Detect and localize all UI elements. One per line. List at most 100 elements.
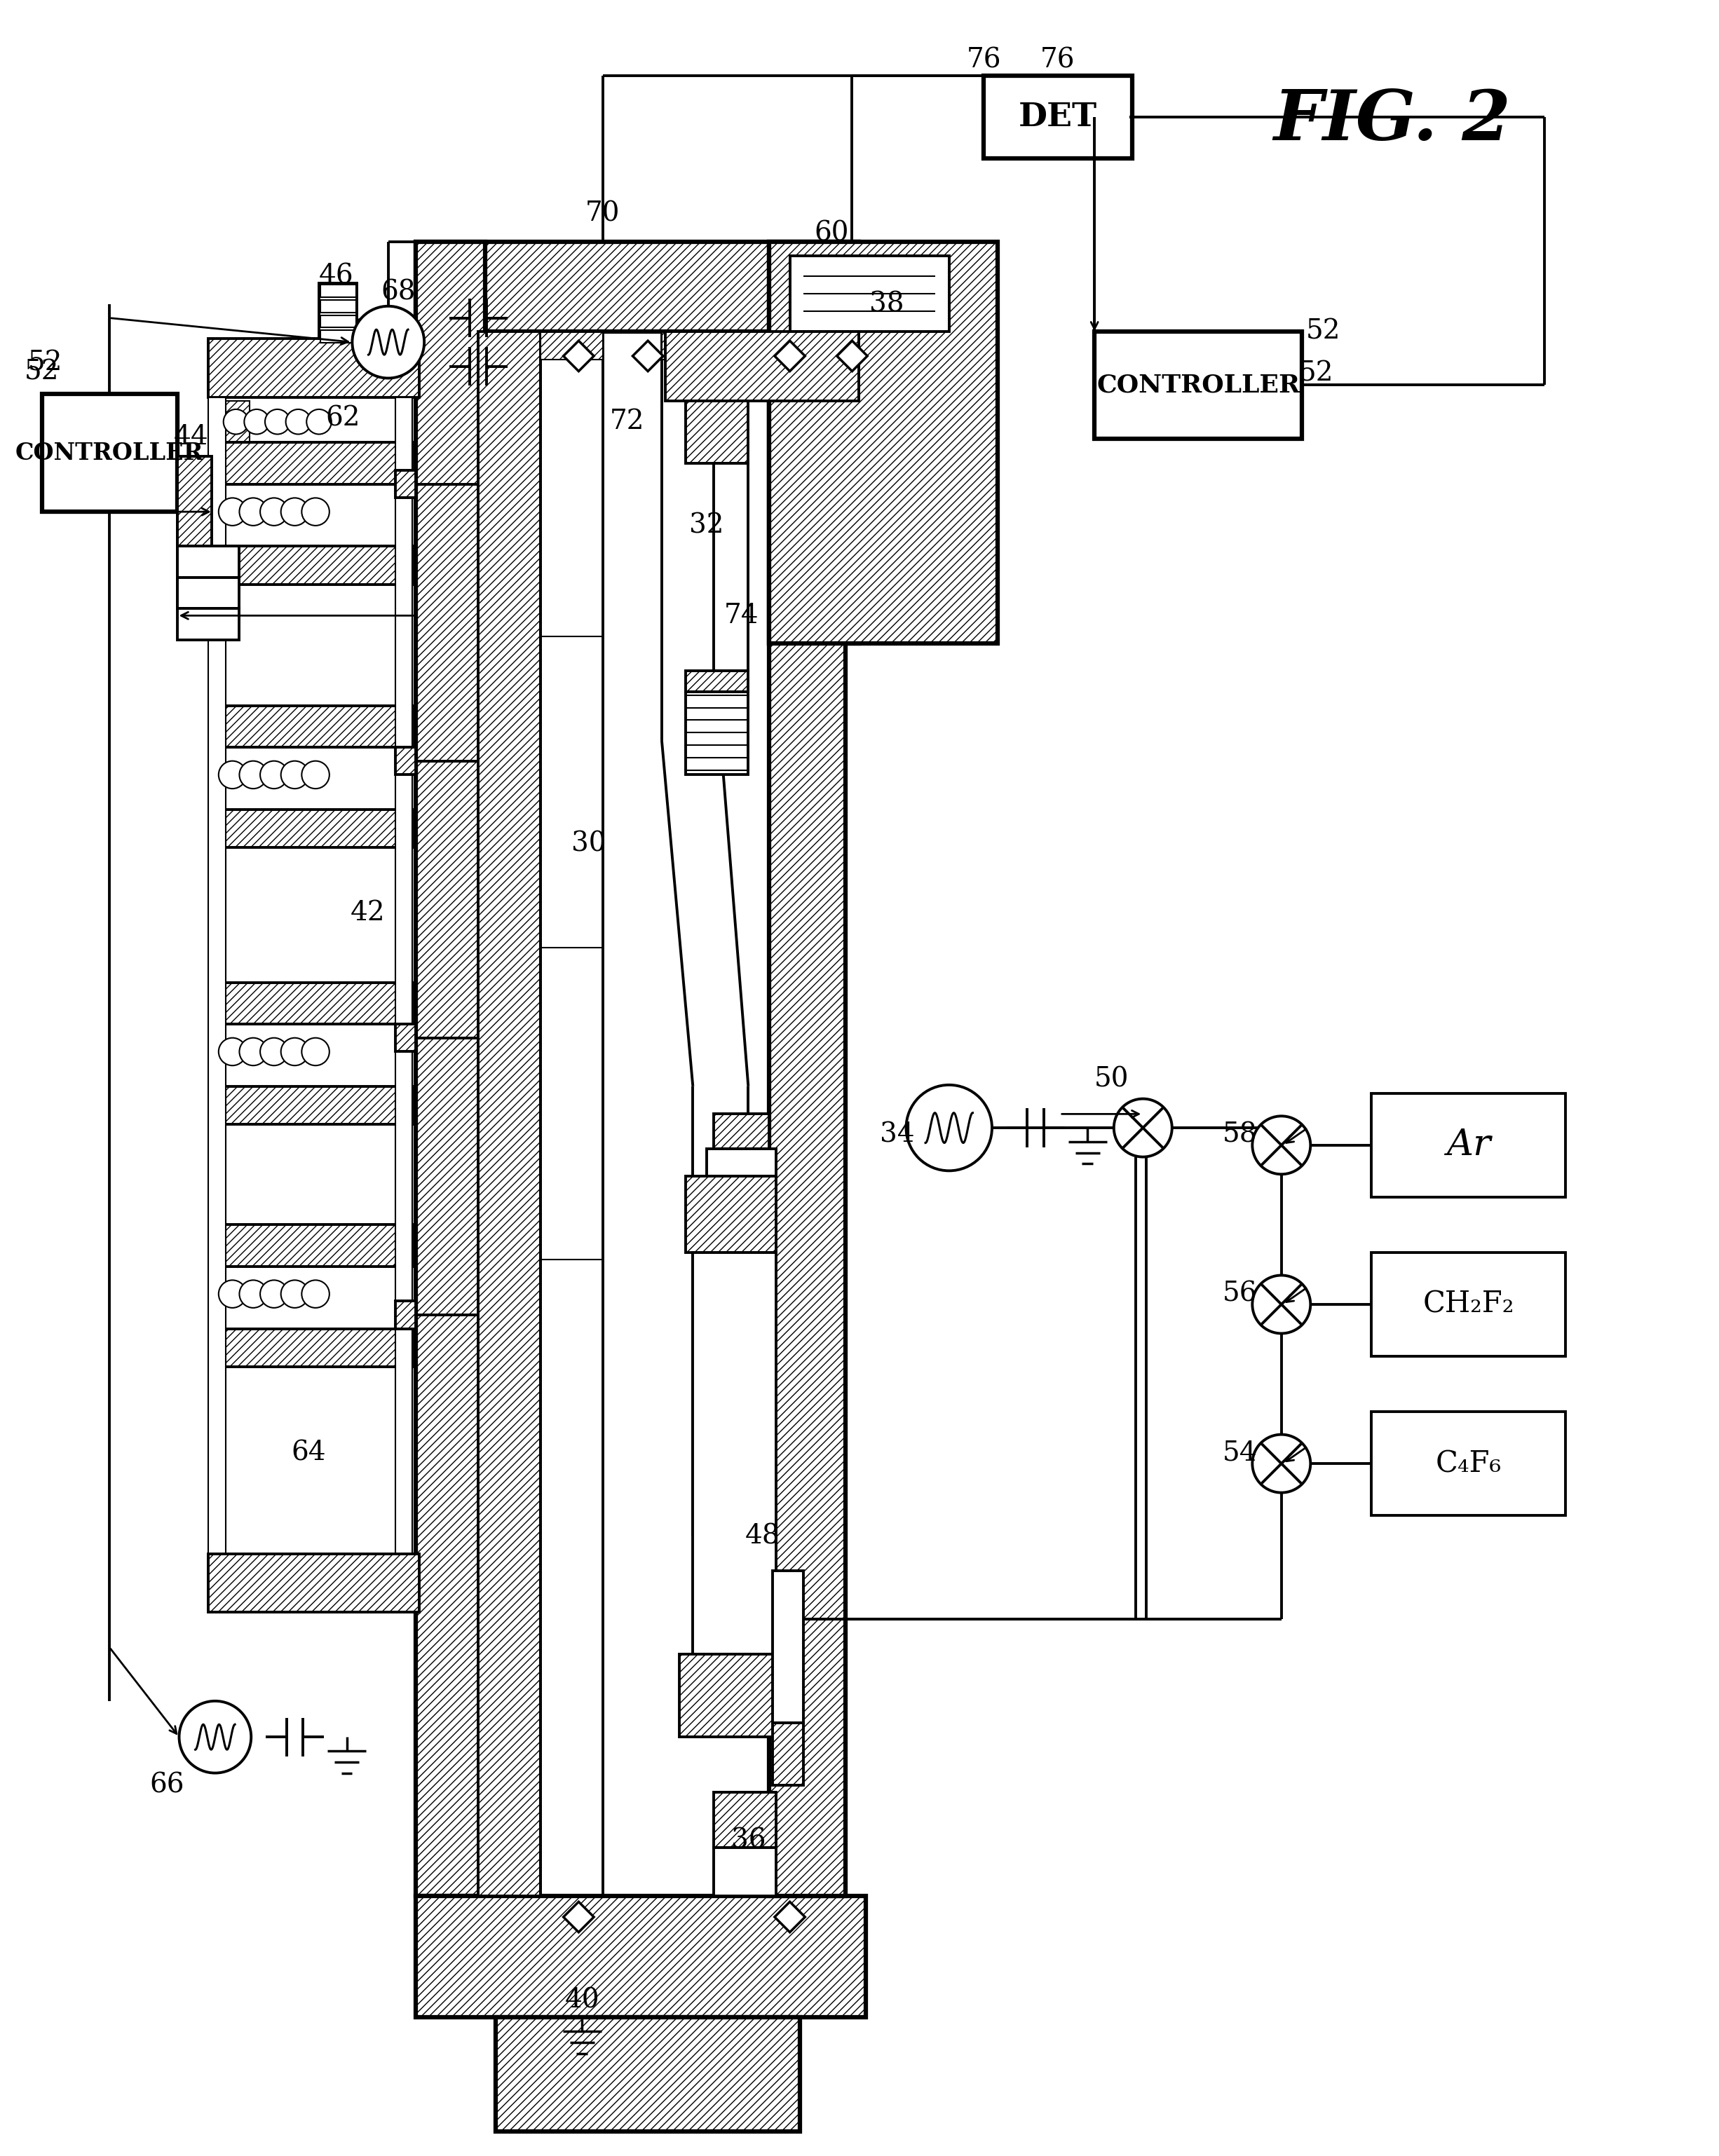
Text: 76: 76	[1040, 47, 1074, 73]
Text: 52: 52	[1306, 319, 1341, 345]
Polygon shape	[633, 341, 664, 371]
Bar	[416, 241, 860, 332]
Bar	[211, 1225, 413, 1266]
Circle shape	[352, 306, 425, 377]
Text: 56: 56	[1222, 1281, 1257, 1307]
Bar	[713, 464, 748, 671]
Circle shape	[1253, 1117, 1310, 1175]
Text: 44: 44	[174, 425, 208, 451]
Polygon shape	[775, 1902, 804, 1932]
Polygon shape	[564, 341, 593, 371]
Text: 58: 58	[1222, 1121, 1257, 1147]
Circle shape	[301, 1281, 330, 1309]
Circle shape	[265, 410, 291, 433]
Text: 64: 64	[291, 1440, 327, 1466]
Bar	[693, 1253, 775, 1654]
Bar	[772, 1572, 804, 1723]
Bar	[540, 332, 603, 360]
Bar	[416, 1897, 866, 2018]
Text: CONTROLLER: CONTROLLER	[1097, 373, 1300, 397]
Bar	[211, 808, 413, 847]
Circle shape	[260, 498, 287, 526]
Bar	[320, 330, 356, 343]
Circle shape	[260, 1037, 287, 1065]
Text: 74: 74	[724, 604, 758, 630]
Bar	[686, 671, 748, 692]
Circle shape	[179, 1701, 251, 1772]
Circle shape	[1253, 1276, 1310, 1332]
Circle shape	[218, 1281, 246, 1309]
Bar	[789, 257, 949, 332]
Bar	[1372, 1253, 1566, 1356]
Circle shape	[280, 1037, 309, 1065]
Bar	[665, 332, 860, 401]
Text: 52: 52	[28, 349, 64, 375]
Bar	[211, 1087, 413, 1125]
Circle shape	[239, 1281, 266, 1309]
Bar	[395, 1300, 416, 1328]
Bar	[395, 470, 416, 498]
Circle shape	[223, 410, 248, 433]
Bar	[713, 1792, 775, 1848]
Bar	[768, 332, 846, 1897]
Circle shape	[906, 1084, 992, 1171]
Text: 54: 54	[1222, 1440, 1257, 1466]
Text: C₄F₆: C₄F₆	[1435, 1449, 1501, 1479]
Bar	[208, 1554, 419, 1613]
Text: 46: 46	[320, 263, 354, 289]
Text: 48: 48	[744, 1524, 779, 1550]
Text: 70: 70	[586, 201, 621, 226]
Text: DET: DET	[1018, 101, 1097, 134]
Circle shape	[239, 498, 266, 526]
Text: 36: 36	[731, 1828, 765, 1854]
Circle shape	[239, 761, 266, 789]
Circle shape	[218, 761, 246, 789]
Circle shape	[218, 498, 246, 526]
Bar	[320, 300, 356, 313]
Circle shape	[260, 761, 287, 789]
Bar	[983, 75, 1133, 160]
Circle shape	[280, 498, 309, 526]
Text: 40: 40	[566, 1988, 600, 2014]
Text: Ar: Ar	[1446, 1128, 1490, 1162]
Circle shape	[1114, 1100, 1172, 1158]
Text: CONTROLLER: CONTROLLER	[15, 442, 203, 464]
Bar	[416, 241, 485, 1897]
Circle shape	[280, 761, 309, 789]
Text: 32: 32	[689, 513, 724, 539]
Circle shape	[218, 1037, 246, 1065]
Text: 60: 60	[815, 220, 849, 246]
Bar	[211, 442, 413, 485]
Bar	[395, 1024, 416, 1052]
Bar	[41, 395, 177, 511]
Bar	[772, 1723, 804, 1785]
Text: 62: 62	[327, 405, 361, 431]
Text: CH₂F₂: CH₂F₂	[1423, 1289, 1514, 1319]
Bar	[320, 282, 358, 338]
Polygon shape	[775, 341, 804, 371]
Text: 34: 34	[880, 1121, 915, 1147]
Bar	[768, 241, 997, 642]
Bar	[495, 2018, 801, 2132]
Circle shape	[1253, 1434, 1310, 1492]
Bar	[662, 332, 720, 360]
Bar	[1372, 1412, 1566, 1516]
Bar	[707, 1149, 775, 1177]
Bar	[215, 401, 249, 457]
Bar	[679, 1654, 782, 1738]
Circle shape	[301, 1037, 330, 1065]
Text: 50: 50	[1095, 1067, 1129, 1093]
Bar	[177, 578, 239, 608]
Bar	[211, 1328, 413, 1367]
Bar	[768, 241, 860, 642]
Text: 30: 30	[572, 830, 607, 856]
Text: 68: 68	[382, 280, 416, 306]
Bar	[686, 692, 748, 774]
Bar	[1095, 332, 1303, 440]
Bar	[713, 1848, 775, 1897]
Bar	[211, 705, 413, 748]
Bar	[208, 397, 225, 1554]
Text: 38: 38	[870, 291, 904, 317]
Bar	[177, 608, 239, 640]
Circle shape	[260, 1281, 287, 1309]
